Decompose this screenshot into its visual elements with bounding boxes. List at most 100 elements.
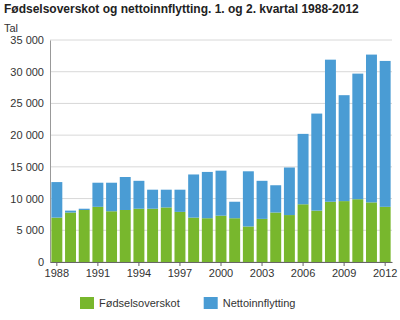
bar (79, 210, 90, 262)
y-axis-title: Tal (4, 22, 18, 34)
x-tick-label: 2009 (332, 267, 356, 279)
x-tick-mark (179, 262, 180, 266)
bar (257, 219, 268, 262)
grid-line (50, 71, 392, 72)
x-tick: 1988 (45, 262, 69, 279)
bar (284, 167, 295, 215)
y-tick-label: 15 000 (10, 161, 44, 173)
x-axis: 1988 1991 1994 1997 2000 2003 2006 2009 2012 (45, 262, 398, 279)
bar (229, 202, 240, 218)
x-tick-label: 1994 (127, 267, 151, 279)
y-tick: 10 000 (10, 193, 50, 205)
bar (161, 190, 172, 208)
x-tick: 1994 (127, 262, 151, 279)
y-tick-label: 30 000 (10, 66, 44, 78)
bar (65, 211, 76, 213)
bar (243, 226, 254, 262)
bar (161, 207, 172, 262)
bar (120, 210, 131, 262)
y-tick: 15 000 (10, 161, 50, 173)
bar (270, 213, 281, 262)
bar (243, 171, 254, 226)
x-tick: 2009 (332, 262, 356, 279)
x-tick-label: 2006 (291, 267, 315, 279)
bar (366, 202, 377, 262)
x-tick-label: 1991 (86, 267, 110, 279)
x-tick-label: 2012 (373, 267, 397, 279)
bar (174, 212, 185, 262)
plot: 0 5 000 10 000 15 000 20 000 25 000 30 000 35 0… (10, 34, 397, 279)
bar (352, 199, 363, 262)
bar (202, 172, 213, 218)
bar (339, 95, 350, 201)
bar (51, 182, 62, 218)
y-tick-label: 35 000 (10, 34, 44, 46)
bar (147, 190, 158, 209)
x-tick: 2003 (250, 262, 274, 279)
y-tick-label: 10 000 (10, 193, 44, 205)
bar (298, 134, 309, 204)
bar (380, 61, 391, 207)
y-tick-label: 25 000 (10, 97, 44, 109)
y-tick: 5 000 (16, 224, 50, 236)
x-tick-mark (221, 262, 222, 266)
chart: Fødselsoverskot og nettoinnflytting. 1. … (0, 0, 400, 320)
x-tick: 1997 (168, 262, 192, 279)
bar (270, 185, 281, 212)
bar (79, 209, 90, 210)
bar (298, 204, 309, 262)
grid-line (50, 40, 392, 41)
legend-label: Nettoinnflytting (223, 297, 296, 309)
bar (106, 183, 117, 212)
legend-item: Nettoinnflytting (204, 297, 296, 309)
y-axis: 0 5 000 10 000 15 000 20 000 25 000 30 000 35 0… (10, 34, 50, 268)
bar (325, 60, 336, 202)
bar (311, 114, 322, 211)
bar (51, 218, 62, 262)
x-tick-label: 2000 (209, 267, 233, 279)
bar (216, 216, 227, 262)
bar (174, 190, 185, 212)
bar (202, 218, 213, 262)
x-tick-mark (303, 262, 304, 266)
y-tick: 20 000 (10, 129, 50, 141)
bar (92, 207, 103, 262)
x-tick: 2000 (209, 262, 233, 279)
x-tick: 1991 (86, 262, 110, 279)
title: Fødselsoverskot og nettoinnflytting. 1. … (4, 2, 359, 16)
x-tick-mark (262, 262, 263, 266)
x-tick: 2012 (373, 262, 397, 279)
y-tick: 30 000 (10, 66, 50, 78)
bar (188, 218, 199, 262)
x-tick-label: 2003 (250, 267, 274, 279)
legend-label: Fødselsoverskot (99, 297, 180, 309)
y-tick-label: 5 000 (16, 224, 44, 236)
y-axis-line (50, 41, 51, 263)
bar (133, 181, 144, 209)
bar (284, 215, 295, 262)
x-tick-label: 1997 (168, 267, 192, 279)
bar (133, 209, 144, 262)
bar (366, 55, 377, 203)
bars (51, 55, 390, 262)
x-tick-mark (97, 262, 98, 266)
bar (92, 183, 103, 207)
y-tick-label: 20 000 (10, 129, 44, 141)
legend-swatch (80, 297, 94, 309)
bar (106, 211, 117, 262)
y-tick: 25 000 (10, 97, 50, 109)
bar (257, 181, 268, 219)
bar (147, 209, 158, 262)
y-tick-label: 0 (38, 256, 44, 268)
x-tick-mark (385, 262, 386, 266)
x-tick-mark (344, 262, 345, 266)
bar (352, 74, 363, 200)
bar (311, 211, 322, 262)
x-tick-label: 1988 (45, 267, 69, 279)
bar (339, 201, 350, 262)
legend: Fødselsoverskot Nettoinnflytting (80, 297, 295, 309)
legend-swatch (204, 297, 218, 309)
bar (120, 177, 131, 210)
bar (380, 207, 391, 262)
bar (216, 171, 227, 216)
